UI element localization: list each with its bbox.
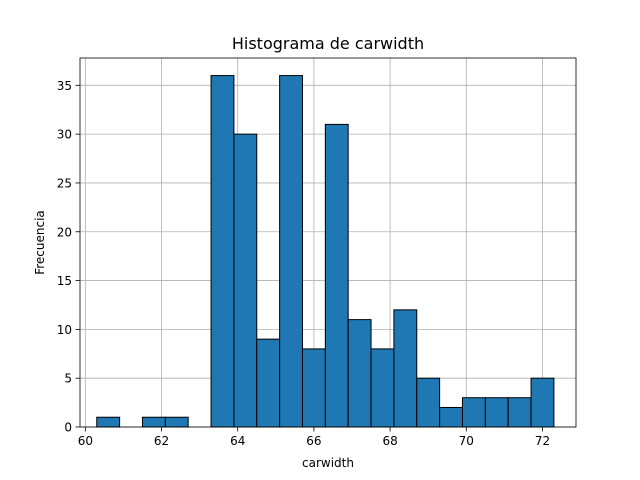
histogram-bar [210,75,235,428]
histogram-bar [164,416,189,428]
x-tick-label: 72 [535,434,550,448]
y-axis-label: Frecuencia [33,210,47,275]
histogram-bar [530,377,555,428]
y-tick-label: 20 [57,225,72,239]
histogram-bar [301,348,326,428]
histogram-bar [256,338,281,428]
y-tick-label: 0 [64,421,72,435]
x-tick-label: 70 [459,434,474,448]
y-axis-ticks: 0 5 10 15 20 25 30 35 [57,79,80,435]
x-tick-label: 62 [154,434,169,448]
histogram-bar [416,377,441,428]
histogram-bar [507,397,532,428]
histogram-bar [279,75,303,428]
histogram-bar [141,416,166,428]
histogram-bar [484,397,509,428]
histogram-bar [96,416,121,428]
x-axis-label: carwidth [302,456,354,470]
y-tick-label: 35 [57,79,72,93]
histogram-bar [461,397,486,428]
y-tick-label: 25 [57,176,72,190]
y-tick-label: 10 [57,323,72,337]
histogram-bar [233,133,258,428]
x-tick-label: 66 [306,434,321,448]
y-tick-label: 30 [57,128,72,142]
histogram-bar [393,309,418,428]
y-tick-label: 5 [64,372,72,386]
x-tick-label: 60 [78,434,93,448]
plot-frame [79,57,577,428]
histogram-bar [347,319,372,428]
histogram-bar [370,348,395,428]
histogram-bars [96,75,555,428]
histogram-bar [324,123,349,428]
x-tick-label: 64 [230,434,245,448]
histogram-bar [439,406,463,428]
x-axis-ticks: 60 62 64 66 68 70 72 [78,427,550,448]
chart-title: Histograma de carwidth [232,34,424,53]
y-tick-label: 15 [57,274,72,288]
x-tick-label: 68 [382,434,397,448]
